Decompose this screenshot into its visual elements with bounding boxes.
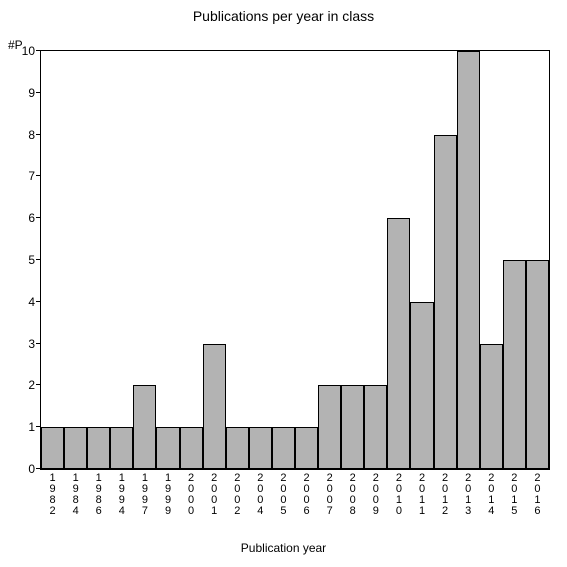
publications-chart: Publications per year in class #P 012345… [0, 0, 567, 567]
bar [341, 385, 364, 469]
y-tick-label: 7 [28, 169, 41, 183]
bar [434, 135, 457, 469]
x-tick-label: 2008 [347, 469, 359, 517]
bar [203, 344, 226, 469]
bar [156, 427, 179, 469]
x-tick-label: 2006 [301, 469, 313, 517]
x-tick-label: 1984 [70, 469, 82, 517]
x-tick-label: 2016 [531, 469, 543, 517]
bar [272, 427, 295, 469]
y-tick-mark [36, 217, 41, 218]
bar [387, 218, 410, 469]
bar [318, 385, 341, 469]
x-tick-label: 1999 [162, 469, 174, 517]
bar [110, 427, 133, 469]
plot-area: 0123456789101982198419861994199719992000… [40, 50, 550, 470]
x-tick-label: 2001 [208, 469, 220, 517]
y-tick-mark [36, 259, 41, 260]
y-tick-mark [36, 50, 41, 51]
x-tick-label: 1982 [47, 469, 59, 517]
y-tick-mark [36, 343, 41, 344]
bar [480, 344, 503, 469]
bar [526, 260, 549, 469]
y-axis-label: #P [8, 38, 23, 52]
bar [457, 51, 480, 469]
x-tick-label: 2004 [254, 469, 266, 517]
bar [295, 427, 318, 469]
y-tick-label: 2 [28, 378, 41, 392]
bar [226, 427, 249, 469]
x-tick-label: 2015 [508, 469, 520, 517]
y-tick-mark [36, 301, 41, 302]
bar [64, 427, 87, 469]
x-tick-label: 2012 [439, 469, 451, 517]
chart-title: Publications per year in class [0, 8, 567, 24]
y-tick-label: 3 [28, 337, 41, 351]
bar [133, 385, 156, 469]
bar [364, 385, 387, 469]
y-tick-label: 8 [28, 128, 41, 142]
y-tick-mark [36, 175, 41, 176]
bar [41, 427, 64, 469]
x-tick-label: 2013 [462, 469, 474, 517]
x-tick-label: 2011 [416, 469, 428, 517]
x-tick-label: 2007 [324, 469, 336, 517]
bar [503, 260, 526, 469]
y-tick-label: 9 [28, 86, 41, 100]
y-tick-mark [36, 384, 41, 385]
x-tick-label: 1997 [139, 469, 151, 517]
y-tick-label: 10 [22, 44, 41, 58]
x-tick-label: 2005 [277, 469, 289, 517]
x-tick-label: 1994 [116, 469, 128, 517]
bar [87, 427, 110, 469]
y-tick-label: 6 [28, 211, 41, 225]
x-tick-label: 2009 [370, 469, 382, 517]
y-tick-label: 5 [28, 253, 41, 267]
y-tick-label: 4 [28, 295, 41, 309]
y-tick-mark [36, 134, 41, 135]
x-tick-label: 1986 [93, 469, 105, 517]
x-tick-label: 2010 [393, 469, 405, 517]
y-tick-label: 0 [28, 462, 41, 476]
x-axis-label: Publication year [0, 541, 567, 555]
y-tick-mark [36, 92, 41, 93]
x-tick-label: 2014 [485, 469, 497, 517]
bar [180, 427, 203, 469]
y-tick-label: 1 [28, 420, 41, 434]
x-tick-label: 2000 [185, 469, 197, 517]
bar [410, 302, 433, 469]
x-tick-label: 2002 [231, 469, 243, 517]
bar [249, 427, 272, 469]
